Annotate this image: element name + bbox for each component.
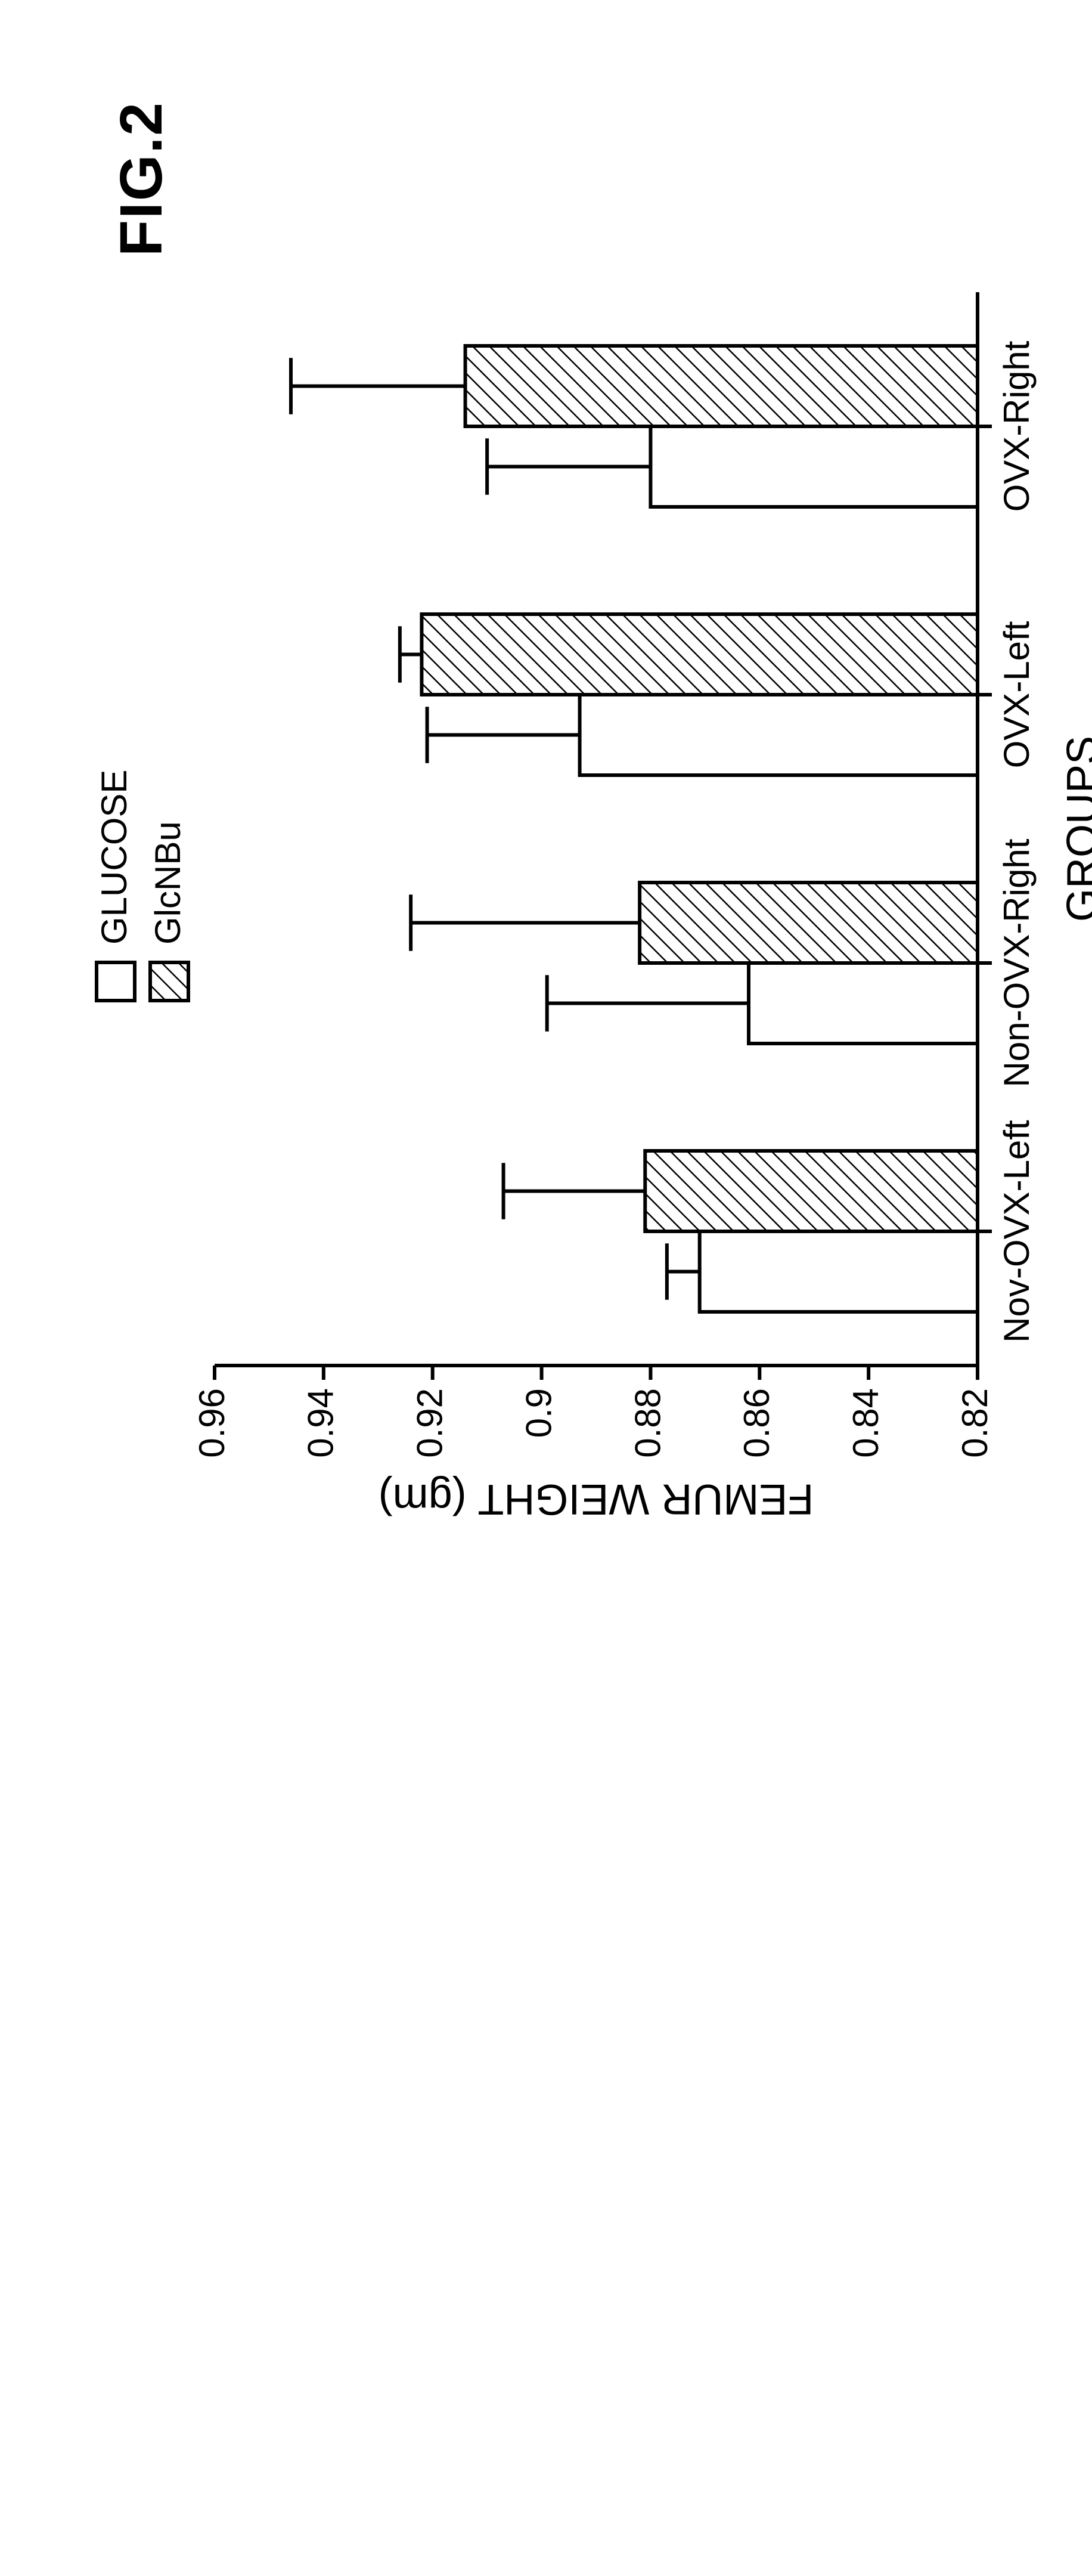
legend-label: GlcNBu [148,821,188,945]
x-tick-label: OVX-Right [997,340,1037,512]
page: FIG.2 0.82 0.84 0.86 0.88 0.9 0.92 0.94 0.96 FEM… [0,0,1092,1595]
y-tick-label: 0.9 [519,1388,559,1438]
bar-glcnbu [466,346,978,426]
y-tick-label: 0.88 [628,1388,668,1458]
bar-glcnbu [640,883,978,963]
chart-svg: 0.82 0.84 0.86 0.88 0.9 0.92 0.94 0.96 FEMUR WEI… [83,268,1092,1527]
bar-glucose [700,1231,978,1312]
bar-chart: 0.820.840.860.880.90.920.940.96FEMUR WEI… [83,1527,1092,2576]
y-tick-label: 0.92 [410,1388,450,1458]
x-tick-label: OVX-Left [997,621,1037,768]
x-tick-label: Non-OVX-Right [997,838,1037,1087]
bar-glcnbu [421,614,978,695]
bar-glucose [650,426,978,507]
y-axis-label: FEMUR WEIGHT (gm) [379,1475,814,1523]
legend-swatch [150,962,188,1001]
legend-swatch [97,962,135,1001]
y-tick-label: 0.82 [955,1388,995,1458]
y-tick-label: 0.94 [301,1388,341,1458]
bar-glcnbu [645,1151,978,1231]
bar-glucose [749,963,978,1044]
x-tick-label: Nov-OVX-Left [997,1120,1037,1343]
legend-label: GLUCOSE [94,770,134,945]
figure-label: FIG.2 [107,101,176,256]
y-tick-label: 0.86 [737,1388,777,1458]
y-tick-label: 0.84 [846,1388,886,1458]
y-tick-label: 0.96 [192,1388,232,1458]
x-axis-label: GROUPS [1059,736,1092,922]
bar-glucose [580,695,978,775]
